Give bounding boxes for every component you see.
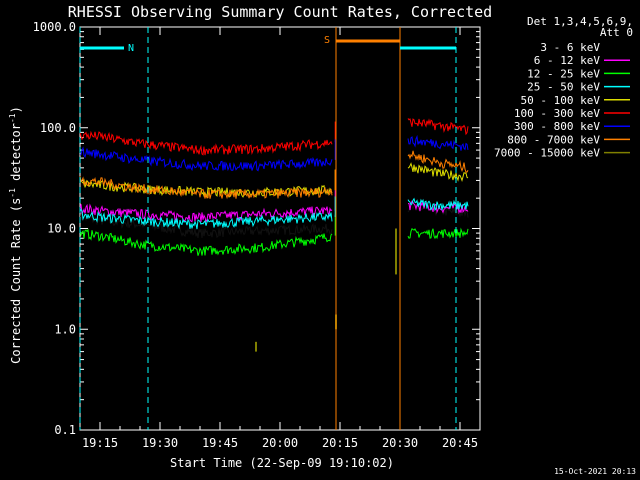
legend-label: 300 - 800 keV xyxy=(514,120,600,133)
series-line xyxy=(79,176,333,200)
plot-frame xyxy=(79,26,481,431)
footer-date: 15-Oct-2021 20:13 xyxy=(554,467,636,476)
x-axis-label: Start Time (22-Sep-09 19:10:02) xyxy=(170,456,394,470)
y-axis-label-main: Corrected Count Rate (s xyxy=(9,198,23,364)
x-tick-label: 20:45 xyxy=(442,436,478,450)
series-line xyxy=(79,208,333,230)
series-line xyxy=(79,213,333,239)
y-tick-label: 10.0 xyxy=(47,222,76,236)
y-tick-label: 100.0 xyxy=(40,121,76,135)
series-line xyxy=(407,162,469,183)
legend-header-line1: Det 1,3,4,5,6,9, xyxy=(527,15,633,28)
y-tick-label: 1000.0 xyxy=(33,20,76,34)
olive-mark xyxy=(255,341,257,352)
x-tick-label: 20:00 xyxy=(262,436,298,450)
legend-label: 3 - 6 keV xyxy=(540,41,600,54)
plot-area: 0.1 1.0 10.0 100.0 1000.0 19:15 19:30 19:45 20:0… xyxy=(33,20,481,450)
y-axis-label-end: ) xyxy=(9,106,23,113)
x-tick-label: 19:30 xyxy=(142,436,178,450)
olive-mark xyxy=(395,228,397,275)
series-line xyxy=(407,118,469,136)
series-line xyxy=(79,146,333,172)
legend-label: 50 - 100 keV xyxy=(521,94,601,107)
series-line xyxy=(79,203,333,223)
saa-label: N xyxy=(128,43,134,54)
night-label: S xyxy=(324,35,330,46)
series-line xyxy=(407,202,469,218)
legend-label: 6 - 12 keV xyxy=(534,54,601,67)
x-tick-label: 20:30 xyxy=(382,436,418,450)
y-tick-label: 0.1 xyxy=(54,423,76,437)
series-line xyxy=(407,197,469,212)
series-line xyxy=(79,228,333,256)
y-axis-label: Corrected Count Rate (s-1 detector-1) xyxy=(8,106,23,364)
x-tick-label: 20:15 xyxy=(322,436,358,450)
series-line xyxy=(407,150,469,173)
legend-label: 800 - 7000 keV xyxy=(507,133,600,146)
legend-header-line2: Att 0 xyxy=(600,26,633,39)
legend-label: 100 - 300 keV xyxy=(514,107,600,120)
x-tick-label: 19:15 xyxy=(82,436,118,450)
y-axis-label-mid: detector xyxy=(9,123,23,188)
x-tick-label: 19:45 xyxy=(202,436,238,450)
y-axis-label-sup2: -1 xyxy=(8,113,17,123)
series-line xyxy=(79,130,333,156)
series-line xyxy=(407,227,469,240)
legend-label: 12 - 25 keV xyxy=(527,67,600,80)
chart-title: RHESSI Observing Summary Count Rates, Co… xyxy=(68,3,492,21)
legend-label: 25 - 50 keV xyxy=(527,81,600,94)
legend-label: 7000 - 15000 keV xyxy=(494,147,600,160)
y-tick-label: 1.0 xyxy=(54,322,76,336)
series-line xyxy=(407,134,469,151)
y-axis-label-sup1: -1 xyxy=(8,188,17,198)
